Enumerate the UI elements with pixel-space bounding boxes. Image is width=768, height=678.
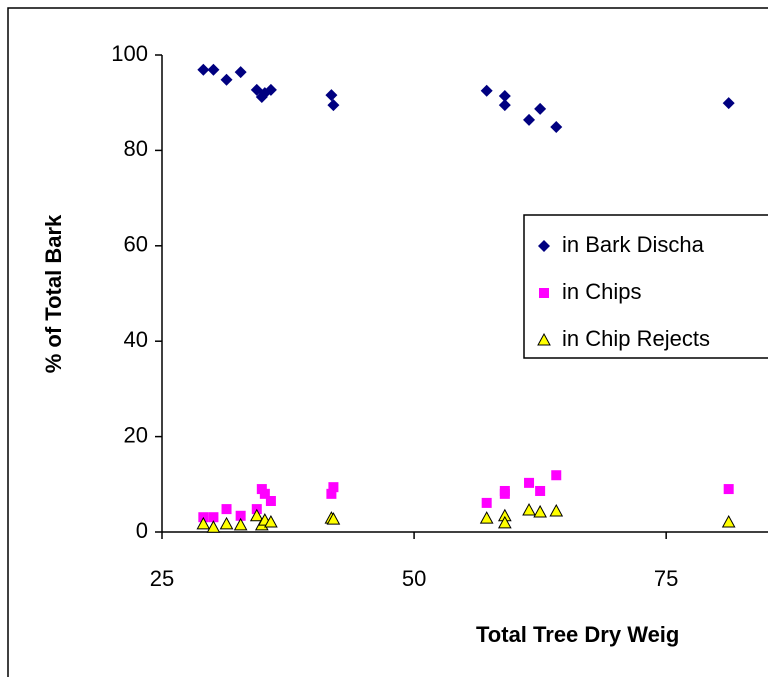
point (534, 102, 547, 115)
point (497, 515, 512, 529)
point (196, 516, 211, 530)
x-tick-label: 50 (402, 566, 426, 591)
chart-border (7, 7, 768, 677)
point (523, 113, 536, 126)
point (197, 63, 210, 76)
point (723, 484, 734, 495)
point (233, 517, 248, 531)
x-tick-label: 75 (654, 566, 678, 591)
point (479, 511, 494, 524)
point (326, 512, 341, 525)
y-tick-label: 80 (124, 136, 148, 161)
y-tick-label: 100 (111, 41, 148, 66)
y-tick-label: 20 (124, 422, 148, 447)
point (219, 516, 234, 530)
point (549, 503, 564, 517)
point (551, 470, 562, 481)
point (265, 495, 276, 506)
point (235, 510, 246, 521)
legend-marker (539, 288, 549, 298)
legend-marker (538, 240, 550, 252)
legend-label: in Bark Discha (562, 232, 705, 257)
point (207, 63, 220, 76)
point (533, 504, 547, 518)
point (721, 514, 736, 528)
legend-box (523, 214, 768, 359)
point (524, 477, 535, 488)
point (498, 90, 511, 103)
point (206, 520, 221, 533)
legend-label: in Chip Rejects (562, 326, 710, 351)
point (220, 73, 233, 86)
point (221, 504, 232, 515)
point (264, 83, 277, 96)
point (722, 97, 735, 110)
x-axis-title: Total Tree Dry Weig (476, 622, 679, 647)
point (535, 485, 546, 496)
point (499, 485, 510, 496)
point (234, 66, 247, 79)
point (481, 497, 492, 508)
point (480, 84, 493, 97)
point (522, 503, 536, 516)
point (208, 512, 219, 523)
y-tick-label: 40 (124, 327, 148, 352)
point (259, 488, 270, 499)
point (325, 89, 338, 102)
point (498, 99, 511, 112)
point (328, 482, 339, 493)
point (550, 121, 563, 134)
y-axis-title: % of Total Bark (41, 214, 66, 373)
point (327, 99, 340, 112)
y-tick-label: 60 (124, 232, 148, 257)
legend-label: in Chips (562, 279, 641, 304)
point (249, 508, 264, 522)
point (326, 488, 337, 499)
legend-marker (537, 332, 551, 346)
x-tick-label: 25 (150, 566, 174, 591)
point (264, 514, 278, 528)
y-tick-label: 0 (136, 518, 148, 543)
